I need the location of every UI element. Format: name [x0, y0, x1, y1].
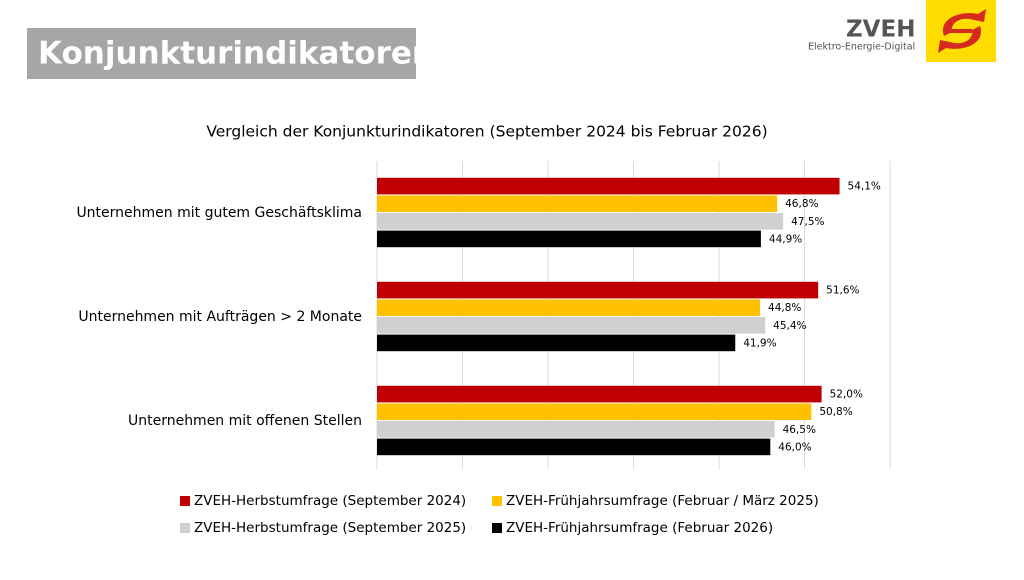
slide-title: Konjunkturindikatoren — [38, 36, 434, 72]
value-label: 41,9% — [743, 337, 776, 349]
bar — [377, 421, 775, 438]
legend-swatch — [492, 523, 502, 533]
bar — [377, 334, 736, 352]
legend-swatch — [492, 496, 502, 506]
value-label: 45,4% — [773, 320, 806, 332]
value-label: 46,8% — [785, 198, 818, 210]
bar — [377, 385, 822, 403]
category-label: Unternehmen mit offenen Stellen — [128, 413, 362, 429]
logo-bar — [950, 29, 972, 33]
bar — [377, 213, 784, 230]
value-label: 47,5% — [791, 216, 824, 228]
value-label: 44,9% — [769, 233, 802, 245]
title-banner — [27, 28, 416, 79]
category-label: Unternehmen mit Aufträgen > 2 Monate — [78, 309, 362, 325]
legend-label: ZVEH-Frühjahrsumfrage (Februar 2026) — [506, 520, 773, 536]
value-label: 51,6% — [826, 285, 859, 297]
bar — [377, 403, 812, 420]
value-label: 44,8% — [768, 302, 801, 314]
bar — [377, 195, 778, 212]
legend-swatch — [180, 496, 190, 506]
logo-swirl — [938, 26, 982, 53]
logo-swirl — [942, 9, 986, 36]
legend-swatch — [180, 523, 190, 533]
bar — [377, 281, 819, 299]
legend-label: ZVEH-Frühjahrsumfrage (Februar / März 20… — [506, 493, 819, 509]
bar — [377, 438, 771, 456]
legend-label: ZVEH-Herbstumfrage (September 2024) — [194, 493, 466, 509]
logo-tagline: Elektro-Energie-Digital — [808, 42, 915, 53]
value-label: 52,0% — [830, 389, 863, 401]
logo-name: ZVEH — [846, 17, 915, 43]
value-label: 46,5% — [783, 424, 816, 436]
plot: Unternehmen mit gutem Geschäftsklima 54,1… — [76, 161, 891, 536]
bar — [377, 177, 840, 195]
legend-label: ZVEH-Herbstumfrage (September 2025) — [194, 520, 466, 536]
bar — [377, 317, 766, 334]
category-label: Unternehmen mit gutem Geschäftsklima — [76, 205, 362, 221]
value-label: 54,1% — [848, 181, 881, 193]
bar — [377, 299, 761, 316]
chart-title: Vergleich der Konjunkturindikatoren (Sep… — [206, 123, 767, 141]
value-label: 46,0% — [778, 441, 811, 453]
bar — [377, 230, 761, 248]
value-label: 50,8% — [819, 406, 852, 418]
